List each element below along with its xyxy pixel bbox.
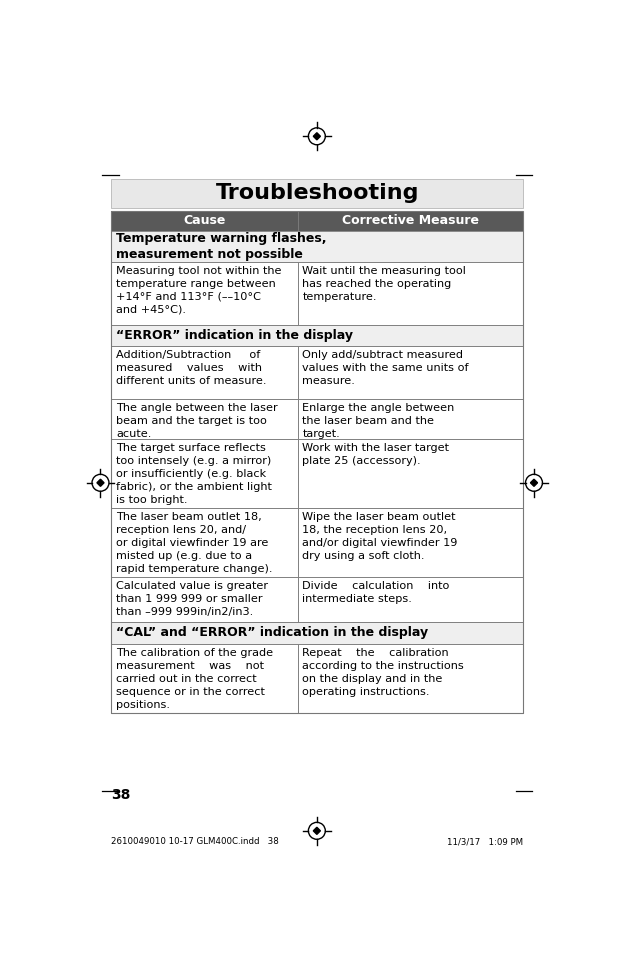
Bar	[298, 577, 523, 622]
Bar	[298, 643, 523, 713]
Text: Divide    calculation    into
intermediate steps.: Divide calculation into intermediate ste…	[303, 581, 450, 604]
Bar	[111, 211, 523, 713]
Text: Enlarge the angle between
the laser beam and the
target.: Enlarge the angle between the laser beam…	[303, 402, 455, 439]
Text: The angle between the laser
beam and the target is too
acute.: The angle between the laser beam and the…	[116, 402, 277, 439]
Text: Corrective Measure: Corrective Measure	[342, 214, 479, 228]
Bar	[111, 622, 523, 643]
Bar	[111, 262, 298, 325]
Bar	[111, 211, 523, 231]
Bar	[298, 509, 523, 577]
Bar	[298, 399, 523, 439]
Text: The calibration of the grade
measurement    was    not
carried out in the correc: The calibration of the grade measurement…	[116, 647, 273, 709]
Text: Temperature warning flashes,
measurement not possible: Temperature warning flashes, measurement…	[116, 232, 326, 261]
Text: Measuring tool not within the
temperature range between
+14°F and 113°F (––10°C
: Measuring tool not within the temperatur…	[116, 266, 282, 315]
Bar	[298, 262, 523, 325]
Text: Addition/Subtraction     of
measured    values    with
different units of measur: Addition/Subtraction of measured values …	[116, 350, 266, 386]
Text: “ERROR” indication in the display: “ERROR” indication in the display	[116, 329, 353, 342]
Polygon shape	[530, 479, 537, 487]
Text: Work with the laser target
plate 25 (accessory).: Work with the laser target plate 25 (acc…	[303, 443, 449, 466]
Bar	[111, 439, 298, 509]
Text: Calculated value is greater
than 1 999 999 or smaller
than –999 999in/in2/in3.: Calculated value is greater than 1 999 9…	[116, 581, 268, 618]
Polygon shape	[313, 133, 321, 140]
Text: 11/3/17   1:09 PM: 11/3/17 1:09 PM	[447, 837, 523, 846]
Bar	[111, 399, 298, 439]
Bar	[111, 577, 298, 622]
Bar	[111, 643, 298, 713]
Bar	[298, 346, 523, 399]
Polygon shape	[97, 479, 104, 487]
Text: Repeat    the    calibration
according to the instructions
on the display and in: Repeat the calibration according to the …	[303, 647, 464, 697]
Text: Wipe the laser beam outlet
18, the reception lens 20,
and/or digital viewfinder : Wipe the laser beam outlet 18, the recep…	[303, 512, 458, 561]
Bar	[111, 325, 523, 346]
Text: The laser beam outlet 18,
reception lens 20, and/
or digital viewfinder 19 are
m: The laser beam outlet 18, reception lens…	[116, 512, 272, 575]
Text: Only add/subtract measured
values with the same units of
measure.: Only add/subtract measured values with t…	[303, 350, 469, 386]
Text: 2610049010 10-17 GLM400C.indd   38: 2610049010 10-17 GLM400C.indd 38	[111, 837, 279, 846]
Polygon shape	[313, 827, 321, 835]
Text: Troubleshooting: Troubleshooting	[215, 184, 419, 204]
Text: “CAL” and “ERROR” indication in the display: “CAL” and “ERROR” indication in the disp…	[116, 626, 428, 640]
Bar	[111, 231, 523, 262]
Bar	[111, 179, 523, 207]
Bar	[111, 346, 298, 399]
Text: Cause: Cause	[183, 214, 226, 228]
Bar	[111, 509, 298, 577]
Text: 38: 38	[111, 789, 131, 802]
Text: The target surface reflects
too intensely (e.g. a mirror)
or insufficiently (e.g: The target surface reflects too intensel…	[116, 443, 272, 505]
Text: Wait until the measuring tool
has reached the operating
temperature.: Wait until the measuring tool has reache…	[303, 266, 466, 302]
Bar	[298, 439, 523, 509]
